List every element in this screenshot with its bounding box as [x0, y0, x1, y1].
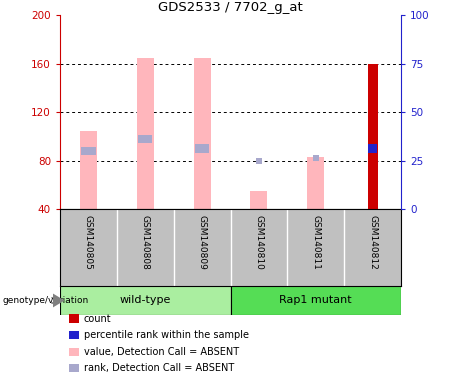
- Bar: [250, 191, 267, 209]
- Bar: [60, 286, 230, 315]
- Title: GDS2533 / 7702_g_at: GDS2533 / 7702_g_at: [158, 1, 303, 14]
- Bar: [80, 131, 97, 209]
- Text: GSM140811: GSM140811: [311, 215, 320, 270]
- Text: Rap1 mutant: Rap1 mutant: [279, 295, 352, 306]
- Bar: [195, 144, 209, 153]
- Text: percentile rank within the sample: percentile rank within the sample: [84, 330, 249, 340]
- Bar: [368, 144, 377, 153]
- Text: count: count: [84, 314, 112, 324]
- Text: rank, Detection Call = ABSENT: rank, Detection Call = ABSENT: [84, 363, 234, 373]
- Bar: [194, 58, 211, 209]
- Text: GSM140810: GSM140810: [254, 215, 263, 270]
- Text: genotype/variation: genotype/variation: [2, 296, 89, 305]
- Bar: [230, 286, 401, 315]
- Bar: [307, 157, 324, 209]
- Text: wild-type: wild-type: [119, 295, 171, 306]
- Bar: [136, 58, 154, 209]
- Text: GSM140805: GSM140805: [84, 215, 93, 270]
- Text: GSM140808: GSM140808: [141, 215, 150, 270]
- Text: value, Detection Call = ABSENT: value, Detection Call = ABSENT: [84, 347, 239, 357]
- Bar: [81, 147, 95, 156]
- Bar: [367, 64, 378, 209]
- Text: GSM140809: GSM140809: [198, 215, 207, 270]
- Text: GSM140812: GSM140812: [368, 215, 377, 270]
- Bar: [138, 135, 153, 143]
